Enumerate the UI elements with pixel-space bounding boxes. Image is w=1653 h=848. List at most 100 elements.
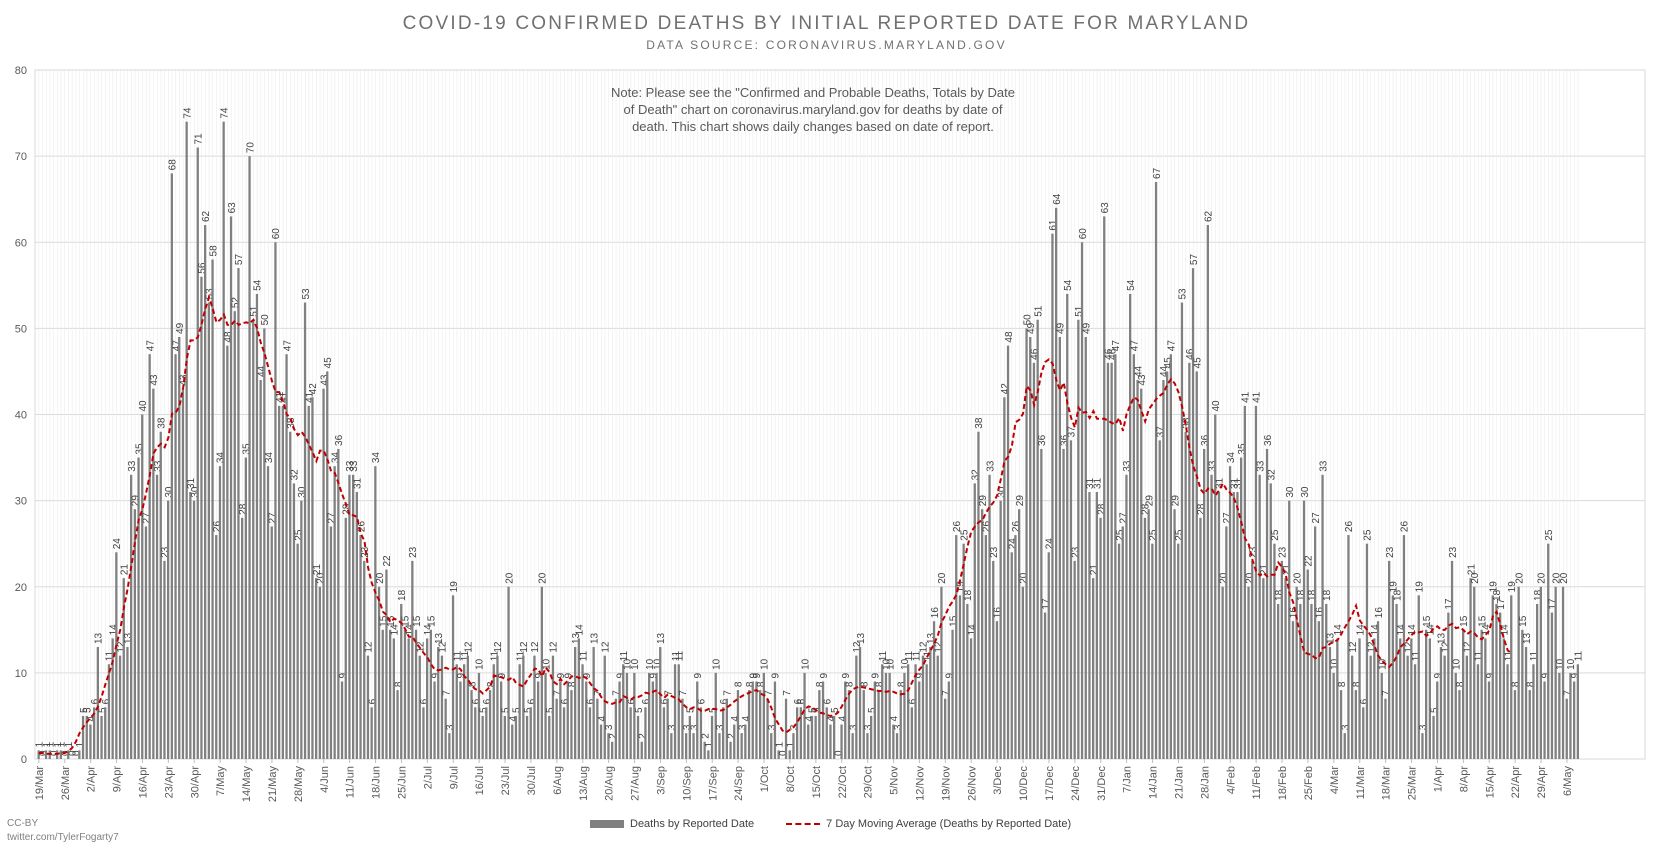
bar [137, 457, 140, 759]
bar-data-label: 12 [852, 641, 863, 653]
x-tick-label: 3/Sep [655, 766, 667, 795]
bar [237, 268, 240, 759]
x-tick-label: 4/Jun [319, 766, 331, 793]
x-tick-label: 2/Jul [422, 766, 434, 789]
bar [707, 750, 710, 759]
x-tick-label: 13/Aug [578, 766, 590, 801]
bar-data-label: 14 [1333, 624, 1344, 636]
bar [444, 698, 447, 759]
bar-data-label: 10 [882, 658, 893, 670]
bar [366, 655, 370, 759]
bar [962, 543, 965, 759]
bar-data-label: 14 [967, 624, 978, 636]
bar-data-label: 20 [538, 572, 549, 584]
bar-data-label: 9 [1540, 672, 1551, 678]
bar [89, 724, 92, 759]
legend-item-bars: Deaths by Reported Date [590, 818, 754, 830]
bar [722, 707, 725, 759]
x-tick-label: 9/Jul [448, 766, 460, 789]
bar [296, 543, 299, 759]
bar [740, 733, 743, 759]
bar [211, 259, 214, 759]
bar-data-label: 3 [445, 724, 456, 730]
bar [396, 690, 399, 759]
bar [1306, 569, 1309, 759]
bar-data-label: 8 [745, 681, 756, 687]
bar-data-label: 10 [652, 658, 663, 670]
bar [895, 733, 899, 759]
bar [67, 750, 70, 759]
bar [470, 690, 473, 759]
bar [884, 672, 888, 759]
bar-data-label: 11 [489, 650, 500, 661]
bar [348, 474, 351, 759]
bar [696, 681, 699, 759]
bar-data-label: 12 [933, 641, 944, 653]
bar [466, 655, 469, 759]
bar-data-label: 14 [1355, 624, 1366, 636]
bar [725, 698, 728, 759]
bar [411, 560, 414, 759]
bar [141, 414, 144, 759]
bar [799, 707, 802, 759]
bar [285, 354, 288, 759]
bar [1117, 543, 1121, 759]
bar-data-label: 74 [219, 107, 230, 119]
bar [977, 431, 980, 759]
bar-data-label: 4 [730, 716, 741, 722]
bar-data-label: 20 [937, 572, 948, 584]
bar [1143, 517, 1147, 759]
bar [1495, 603, 1498, 759]
bar-data-label: 1 [45, 741, 56, 747]
bar [1269, 483, 1272, 759]
bar [992, 560, 995, 759]
bar-data-label: 31 [1093, 477, 1104, 489]
bar [640, 741, 643, 759]
bar [1524, 647, 1528, 759]
x-tick-label: 14/May [241, 766, 253, 803]
bar [1288, 500, 1291, 759]
bar-data-label: 13 [926, 632, 937, 644]
bar-data-label: 16 [930, 607, 941, 619]
bar-data-label: 13 [94, 632, 105, 644]
bar-data-label: 9 [915, 672, 926, 678]
bar [1332, 672, 1335, 759]
bar-data-label: 11 [674, 650, 685, 661]
bar [577, 638, 580, 759]
bar-data-label: 8 [1511, 681, 1522, 687]
bar-data-label: 36 [1263, 434, 1274, 446]
bar [359, 535, 362, 759]
bar [426, 638, 429, 759]
bar-data-label: 35 [242, 443, 253, 455]
credit-license: CC-BY [7, 818, 39, 829]
bar-data-label: 12 [600, 641, 611, 653]
bar [1410, 638, 1413, 759]
bar [1114, 354, 1117, 759]
bar-data-label: 26 [1400, 521, 1411, 533]
bar [1147, 509, 1150, 759]
bar [807, 724, 810, 759]
bar-data-label: 1 [75, 741, 86, 747]
bar-data-label: 21 [312, 564, 323, 576]
bar [1247, 586, 1250, 759]
bar-data-label: 9 [430, 672, 441, 678]
bar-data-label: 50 [260, 314, 271, 326]
bar-data-label: 8 [467, 681, 478, 687]
bar [662, 707, 666, 759]
bar-data-label: 16 [993, 607, 1004, 619]
bar-data-label: 3 [1340, 724, 1351, 730]
plot-frame [34, 69, 1646, 760]
bar [718, 733, 721, 759]
bar [1106, 362, 1110, 759]
bar-data-label: 10 [900, 658, 911, 670]
bar-data-label: 9 [338, 672, 349, 678]
bar-data-label: 34 [1226, 452, 1237, 464]
bar [607, 733, 610, 759]
bar-data-label: 8 [1455, 681, 1466, 687]
bar-data-label: 20 [1551, 572, 1562, 584]
bar [929, 647, 932, 759]
bar-data-label: 8 [1525, 681, 1536, 687]
bar-data-label: 4 [804, 716, 815, 722]
bar-data-label: 10 [630, 658, 641, 670]
bar-data-label: 13 [589, 632, 600, 644]
